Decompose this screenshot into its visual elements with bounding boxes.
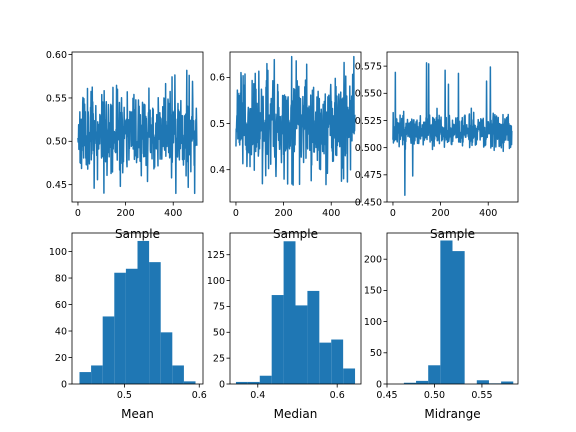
subplot-mean-trace: Sample 0 200 400 0.45 0.50 0.55 0.60: [46, 50, 204, 241]
histogram-bar: [183, 381, 196, 384]
histogram-bar: [440, 240, 453, 384]
axes-frame: [386, 51, 519, 203]
x-tick-label: 0: [75, 208, 81, 219]
y-tick-label: 100: [207, 276, 225, 287]
x-tick-label: 0.6: [330, 390, 345, 401]
y-tick-label: 60: [55, 300, 67, 311]
axes-frame: [386, 232, 519, 385]
histogram-bar: [271, 295, 284, 384]
histogram-bar: [172, 365, 184, 384]
histogram-bar: [102, 316, 115, 384]
histogram-bar: [160, 332, 173, 384]
histogram-bar: [501, 381, 514, 384]
y-tick-label: 0.450: [355, 197, 382, 208]
axes-frame: [229, 232, 362, 385]
x-tick-label: 200: [432, 208, 450, 219]
x-tick-label: 400: [479, 208, 497, 219]
y-tick-label: 80: [55, 273, 67, 284]
y-tick-label: 200: [364, 255, 382, 266]
y-tick-label: 0.475: [355, 170, 382, 181]
series-line: [235, 55, 356, 186]
y-tick-label: 0.525: [355, 116, 382, 127]
x-tick-label: 0.55: [471, 390, 492, 401]
histogram-bar: [283, 241, 296, 384]
y-tick-label: 20: [55, 353, 67, 364]
axes-frame: [71, 232, 204, 385]
histogram-bar: [343, 368, 356, 384]
x-axis-label: Sample: [273, 227, 318, 241]
subplot-median-histogram: Median 0.4 0.6 0 25 50 75 100 125: [207, 232, 362, 421]
y-tick-label: 75: [213, 302, 225, 313]
histogram-bar: [247, 381, 260, 384]
y-tick-label: 40: [55, 326, 67, 337]
histogram-bar: [149, 262, 161, 384]
x-tick-label: 400: [164, 208, 182, 219]
x-tick-label: 0.5: [117, 390, 132, 401]
y-tick-label: 0.4: [210, 165, 225, 176]
y-tick-label: 150: [364, 286, 382, 297]
histogram-bar: [137, 240, 150, 384]
axes-frame: [229, 51, 362, 203]
histogram-bar: [259, 375, 272, 384]
histogram-bar: [476, 380, 489, 384]
subplot-median-trace: Sample 0 200 400 0.4 0.5 0.6: [210, 51, 362, 241]
histogram-bar: [307, 290, 320, 384]
y-tick-label: 0.575: [355, 61, 382, 72]
x-tick-label: 400: [322, 208, 340, 219]
x-tick-label: 0: [390, 208, 396, 219]
histogram-bar: [114, 272, 126, 384]
subplot-mean-histogram: Mean 0.5 0.6 0 20 40 60 80 100: [49, 232, 207, 421]
histogram-bar: [125, 268, 138, 384]
histogram-bar: [91, 365, 103, 384]
y-tick-label: 0.50: [46, 137, 67, 148]
y-tick-label: 0: [61, 379, 67, 390]
y-tick-label: 0.45: [46, 180, 67, 191]
x-tick-label: 0.6: [192, 390, 207, 401]
x-axis-label: Mean: [121, 407, 154, 421]
x-tick-label: 200: [275, 208, 293, 219]
axes-frame: [71, 51, 204, 203]
subplot-midrange-trace: Sample 0 200 400 0.450 0.475 0.500 0.525 0.550 0…: [355, 51, 519, 241]
y-tick-label: 100: [49, 247, 67, 258]
y-tick-label: 0: [219, 379, 225, 390]
histogram-bar: [331, 339, 344, 384]
subplot-midrange-histogram: Midrange 0.45 0.50 0.55 0 50 100 150 200: [364, 232, 519, 421]
series-line: [77, 69, 198, 195]
histogram-bar: [452, 251, 465, 384]
x-tick-label: 0.4: [250, 390, 265, 401]
histogram-bar: [295, 305, 308, 384]
histogram-bar: [416, 380, 429, 384]
x-axis-label: Median: [274, 407, 318, 421]
histogram-bar: [428, 365, 441, 384]
histogram-bar: [319, 342, 332, 384]
histogram-bar: [403, 382, 417, 384]
x-axis-label: Sample: [430, 227, 475, 241]
x-tick-label: 0.50: [424, 390, 445, 401]
y-tick-label: 0.6: [210, 73, 225, 84]
y-tick-label: 25: [213, 353, 225, 364]
y-tick-label: 0.500: [355, 143, 382, 154]
x-axis-label: Midrange: [424, 407, 480, 421]
x-axis-label: Sample: [115, 227, 160, 241]
x-tick-label: 0.45: [376, 390, 397, 401]
y-tick-label: 0.60: [46, 50, 67, 61]
y-tick-label: 100: [364, 317, 382, 328]
y-tick-label: 50: [370, 348, 382, 359]
histogram-bar: [79, 372, 92, 384]
histogram-bar: [235, 381, 248, 384]
y-tick-label: 50: [213, 328, 225, 339]
y-tick-label: 0.550: [355, 89, 382, 100]
y-tick-label: 0: [376, 379, 382, 390]
x-tick-label: 200: [117, 208, 135, 219]
y-tick-label: 0.55: [46, 93, 67, 104]
x-tick-label: 0: [233, 208, 239, 219]
y-tick-label: 125: [207, 250, 225, 261]
series-line: [392, 62, 513, 197]
y-tick-label: 0.5: [210, 119, 225, 130]
